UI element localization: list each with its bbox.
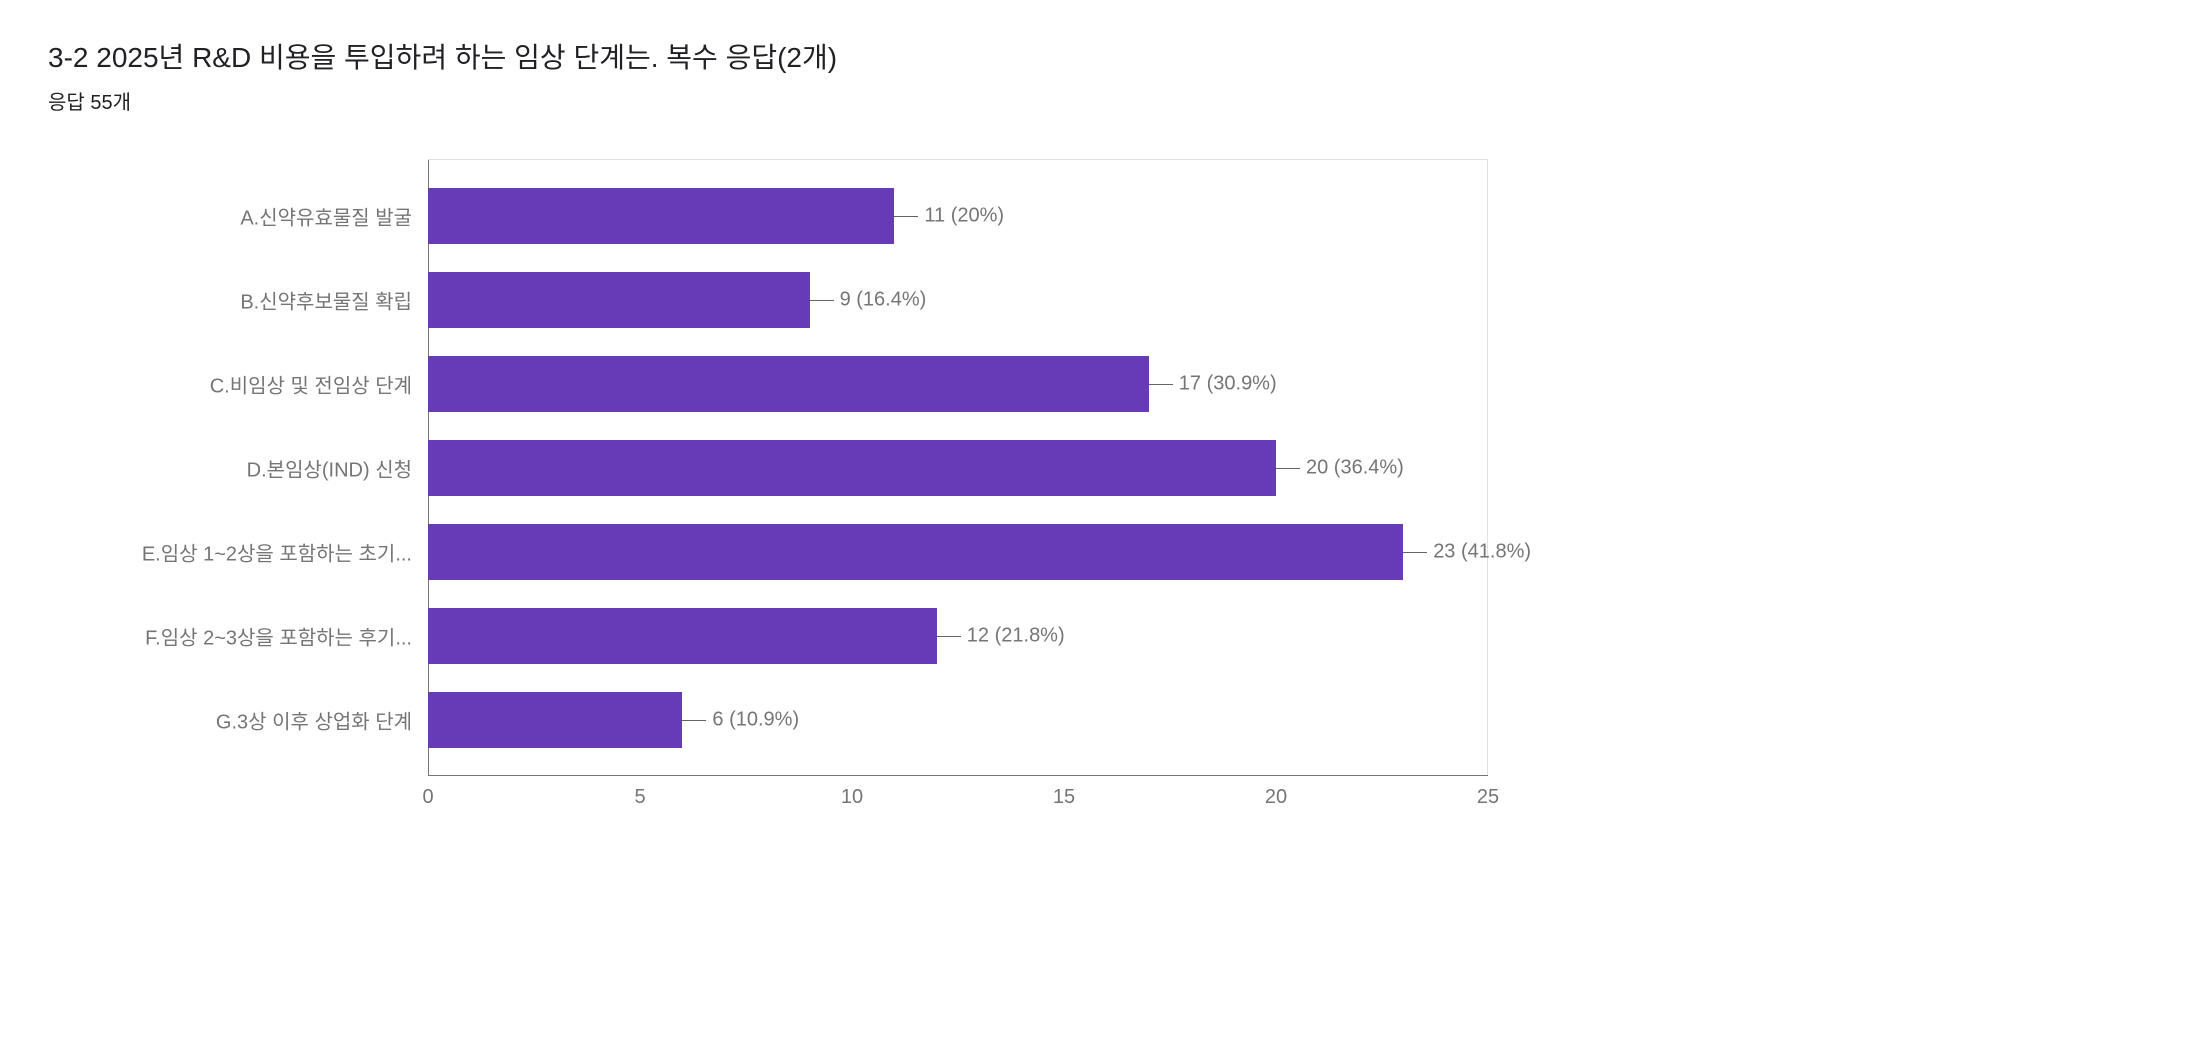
bar-row: 12 (21.8%): [428, 608, 1487, 664]
chart-plot-wrapper: A.신약유효물질 발굴 B.신약후보물질 확립 C.비임상 및 전임상 단계 D.본임…: [48, 159, 1488, 819]
y-axis-category-label: B.신약후보물질 확립: [240, 286, 412, 315]
bar-leader-line: [1403, 552, 1427, 553]
bar-leader-line: [1276, 468, 1300, 469]
y-axis-category-label: A.신약유효물질 발굴: [240, 202, 412, 231]
bar-row: 11 (20%): [428, 188, 1487, 244]
x-axis: 0510152025: [428, 775, 1488, 819]
chart-container: 3-2 2025년 R&D 비용을 투입하려 하는 임상 단계는. 복수 응답(…: [0, 0, 2196, 843]
bar-leader-line: [682, 720, 706, 721]
chart-plot-area: A.신약유효물질 발굴B.신약후보물질 확립C.비임상 및 전임상 단계D.본임…: [428, 159, 1488, 775]
bar-leader-line: [1149, 384, 1173, 385]
y-axis-category-label: F.임상 2~3상을 포함하는 후기...: [145, 622, 412, 651]
chart-subtitle: 응답 55개: [48, 86, 2148, 115]
bar-leader-line: [937, 636, 961, 637]
x-axis-tick-label: 20: [1265, 786, 1287, 809]
bar-value-label: 6 (10.9%): [712, 709, 799, 732]
bar: [428, 692, 682, 748]
bar: [428, 188, 894, 244]
bar-value-label: 20 (36.4%): [1306, 457, 1404, 480]
x-axis-tick-label: 15: [1053, 786, 1075, 809]
bar: [428, 524, 1403, 580]
y-axis-category-label: C.비임상 및 전임상 단계: [210, 370, 412, 399]
x-axis-tick-label: 10: [841, 786, 863, 809]
bar-leader-line: [894, 216, 918, 217]
y-axis-category-label: E.임상 1~2상을 포함하는 초기...: [142, 538, 412, 567]
bar: [428, 272, 810, 328]
bar-value-label: 9 (16.4%): [840, 289, 927, 312]
x-axis-tick-label: 25: [1477, 786, 1499, 809]
bar-value-label: 12 (21.8%): [967, 625, 1065, 648]
bar-leader-line: [810, 300, 834, 301]
bar-row: 17 (30.9%): [428, 356, 1487, 412]
y-axis-category-label: G.3상 이후 상업화 단계: [216, 706, 412, 735]
x-axis-tick-label: 5: [634, 786, 645, 809]
bar-value-label: 11 (20%): [924, 205, 1004, 228]
y-axis-category-label: D.본임상(IND) 신청: [247, 454, 412, 483]
bar-row: 20 (36.4%): [428, 440, 1487, 496]
x-axis-tick-label: 0: [422, 786, 433, 809]
bar: [428, 608, 937, 664]
chart-title: 3-2 2025년 R&D 비용을 투입하려 하는 임상 단계는. 복수 응답(…: [48, 36, 2148, 76]
y-axis-labels: A.신약유효물질 발굴 B.신약후보물질 확립 C.비임상 및 전임상 단계 D.본임…: [48, 160, 428, 776]
bar-value-label: 17 (30.9%): [1179, 373, 1277, 396]
bar: [428, 440, 1276, 496]
bar-value-label: 23 (41.8%): [1433, 541, 1531, 564]
bar-row: 9 (16.4%): [428, 272, 1487, 328]
bar-row: 6 (10.9%): [428, 692, 1487, 748]
bar: [428, 356, 1149, 412]
bar-row: 23 (41.8%): [428, 524, 1487, 580]
